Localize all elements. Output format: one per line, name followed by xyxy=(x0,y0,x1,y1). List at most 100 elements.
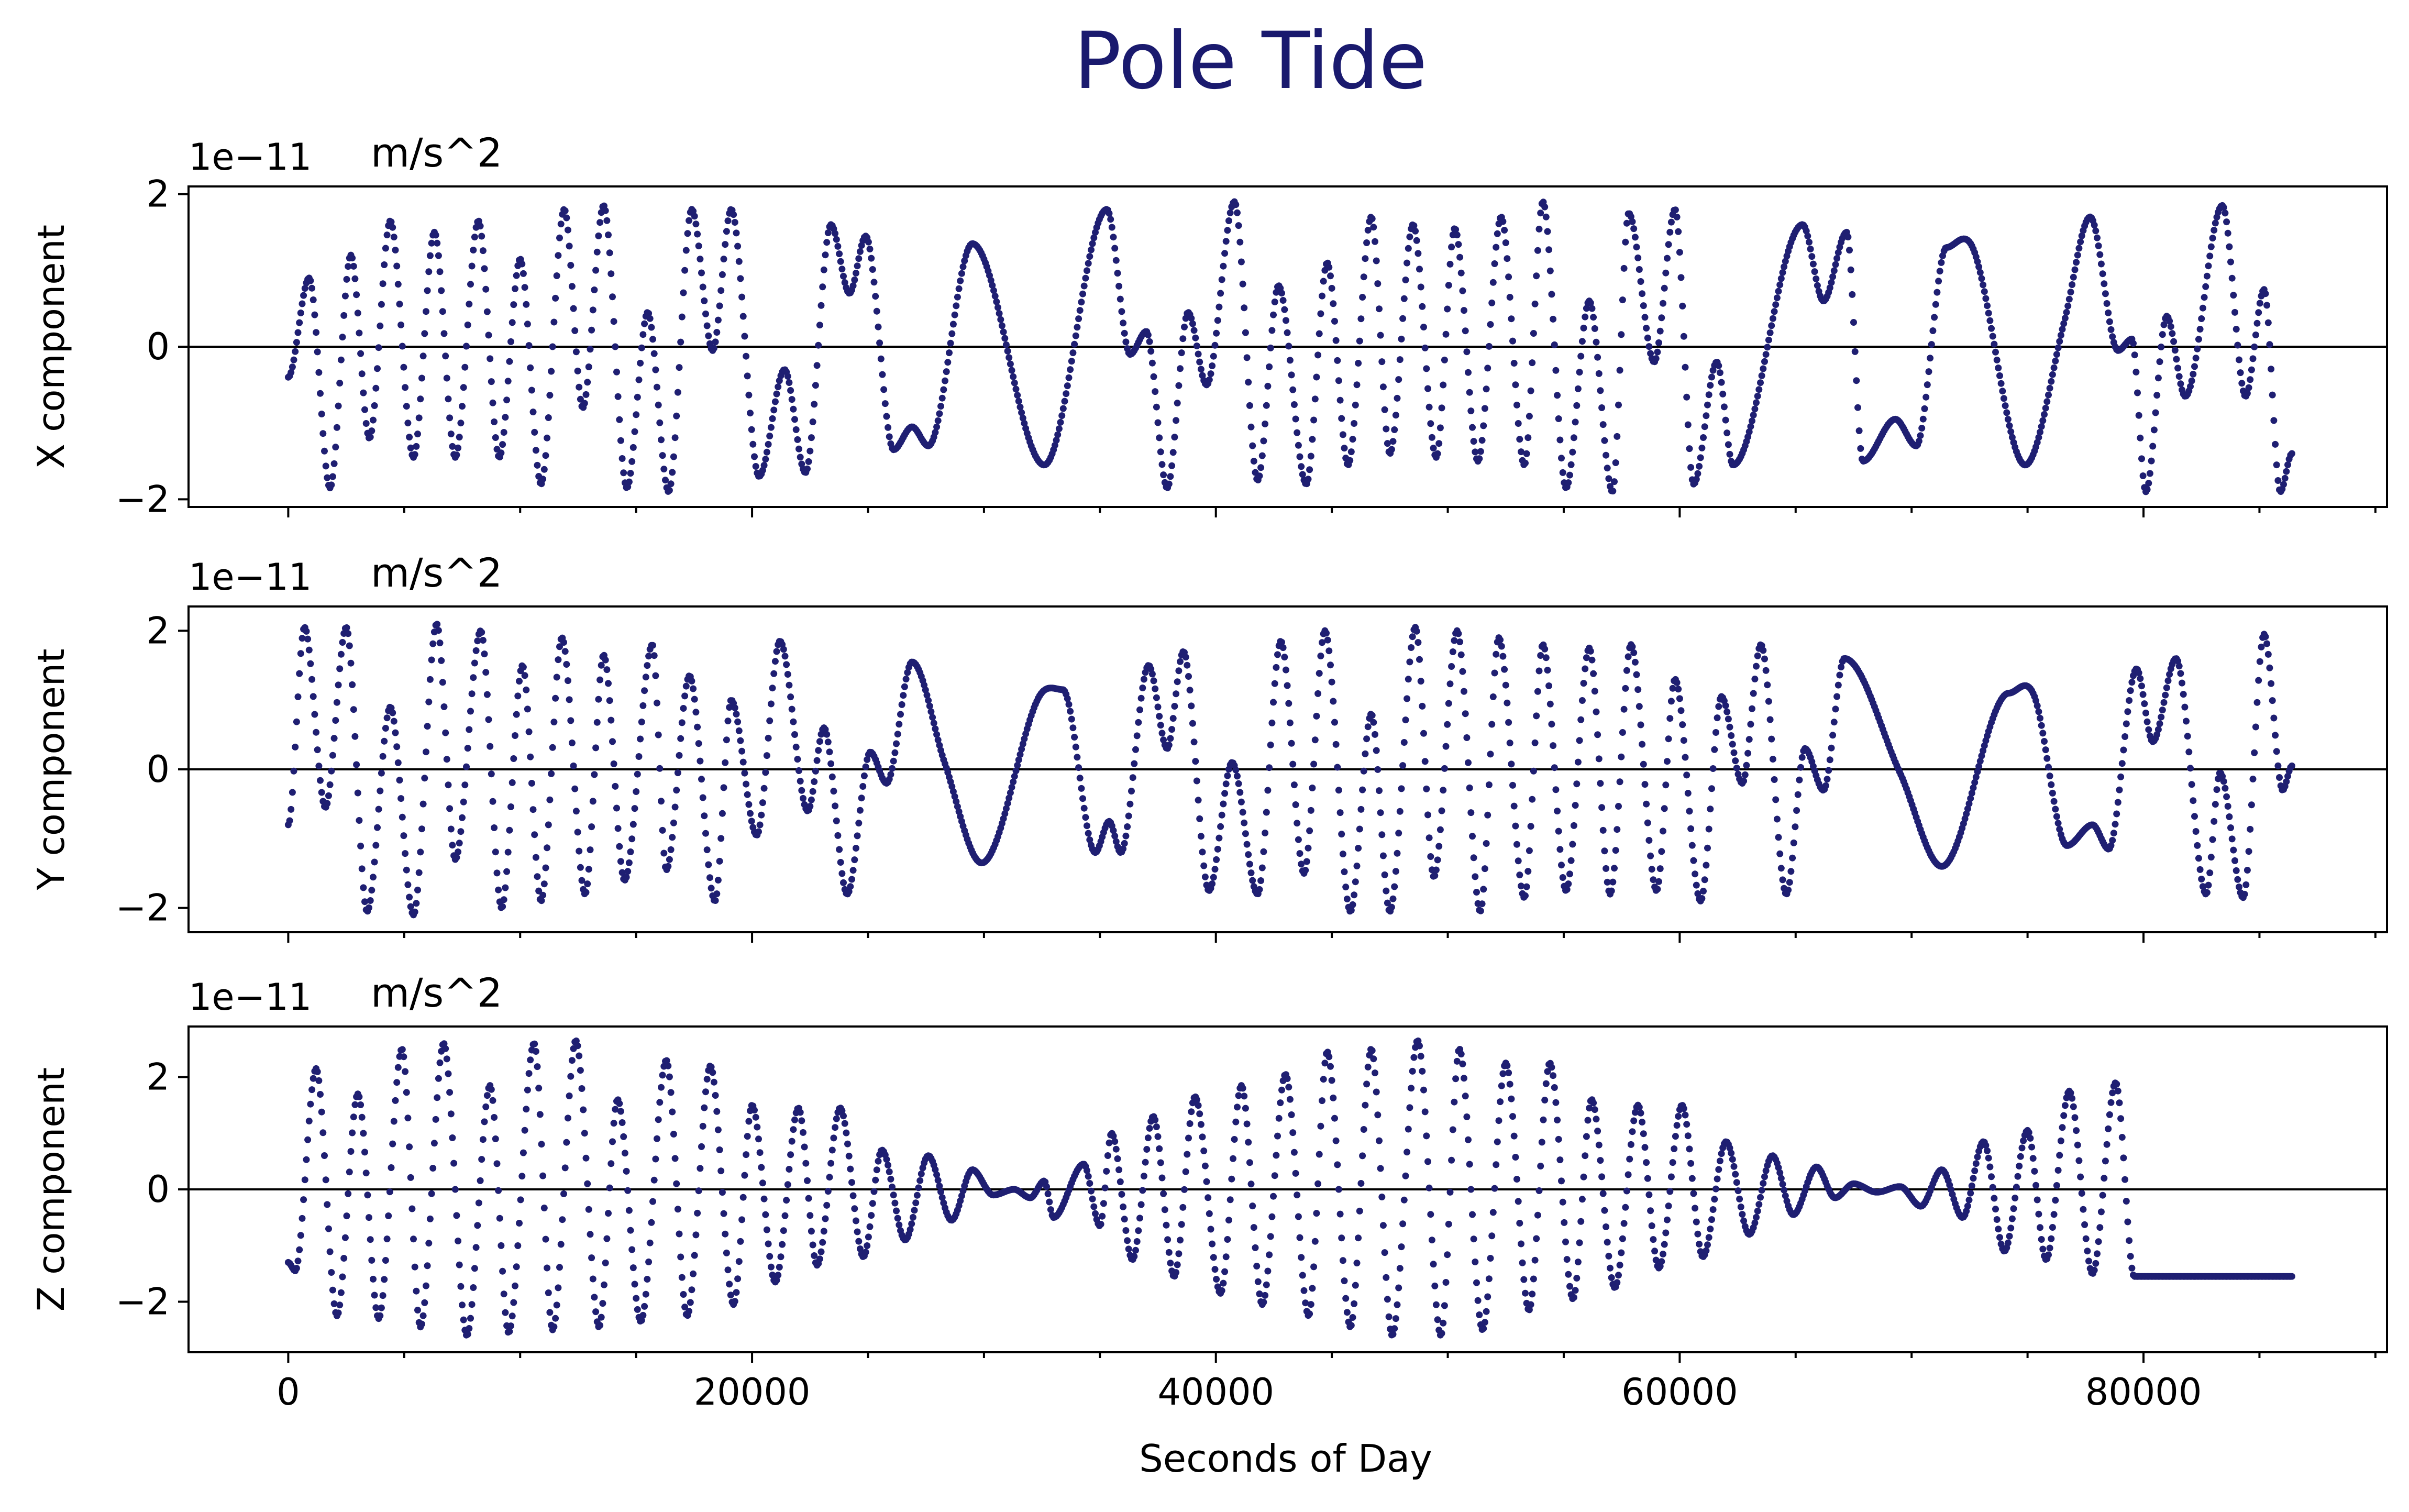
data-point xyxy=(743,780,750,788)
data-point xyxy=(1550,315,1557,323)
data-point xyxy=(1334,764,1341,771)
data-point xyxy=(296,319,303,326)
data-point xyxy=(1294,1191,1301,1199)
data-point xyxy=(870,279,878,286)
data-point xyxy=(1472,1259,1479,1265)
data-point xyxy=(424,287,431,294)
data-point xyxy=(886,1168,893,1175)
y-tick-label: 2 xyxy=(146,609,170,652)
data-point xyxy=(634,1306,641,1313)
data-point xyxy=(1405,676,1412,683)
data-point xyxy=(1394,1301,1401,1308)
data-point xyxy=(1540,1116,1547,1123)
data-point xyxy=(991,292,999,300)
data-point xyxy=(1775,1164,1782,1171)
data-point xyxy=(2247,376,2254,383)
data-point xyxy=(617,437,624,444)
data-point xyxy=(304,1136,312,1143)
data-point xyxy=(1341,1277,1348,1285)
data-point xyxy=(2012,1195,2019,1201)
data-point xyxy=(1832,705,1839,713)
data-point xyxy=(1715,362,1722,369)
data-point xyxy=(1016,751,1024,758)
data-point xyxy=(1548,291,1555,298)
data-point xyxy=(314,1068,321,1075)
data-point xyxy=(1168,462,1176,469)
data-point xyxy=(1777,865,1785,872)
data-point xyxy=(2163,684,2170,691)
data-point xyxy=(346,1168,353,1176)
data-point xyxy=(763,448,770,456)
data-point xyxy=(1131,760,1138,767)
data-point xyxy=(528,387,535,394)
data-point xyxy=(1593,338,1600,346)
data-point xyxy=(1330,1094,1337,1101)
data-point xyxy=(1611,865,1618,872)
data-point xyxy=(1278,1086,1285,1094)
data-point xyxy=(453,854,460,861)
data-point xyxy=(1146,338,1153,345)
data-point xyxy=(1558,455,1565,462)
data-point xyxy=(428,239,435,247)
data-point xyxy=(790,718,797,725)
data-point xyxy=(328,481,335,489)
y-tick-label: 0 xyxy=(146,325,170,368)
data-point xyxy=(833,1115,840,1122)
data-point xyxy=(1524,868,1532,875)
data-point xyxy=(780,1227,787,1234)
data-point xyxy=(2042,404,2049,412)
data-point xyxy=(1065,701,1073,708)
data-point xyxy=(536,1111,544,1118)
data-point xyxy=(1262,421,1269,427)
data-point xyxy=(2069,281,2076,288)
series-points xyxy=(284,621,2295,919)
data-point xyxy=(491,824,498,831)
data-point xyxy=(832,1124,839,1131)
data-point xyxy=(593,248,601,256)
data-point xyxy=(1352,878,1359,886)
data-point xyxy=(649,642,656,649)
data-point xyxy=(1174,1261,1181,1268)
data-point xyxy=(2195,336,2202,343)
data-point xyxy=(1235,222,1242,229)
data-point xyxy=(343,624,350,631)
data-point xyxy=(1360,273,1367,281)
data-point xyxy=(815,341,822,349)
data-point xyxy=(1658,1258,1665,1265)
data-point xyxy=(414,886,421,893)
data-point xyxy=(1491,260,1498,267)
data-point xyxy=(932,725,939,733)
data-point xyxy=(669,1108,676,1116)
data-point xyxy=(403,866,410,874)
data-point xyxy=(2251,343,2258,350)
data-point xyxy=(1636,266,1643,273)
data-point xyxy=(1147,348,1155,355)
data-point xyxy=(1694,470,1701,477)
data-point xyxy=(341,292,349,300)
data-point xyxy=(933,1171,941,1178)
data-point xyxy=(1751,405,1759,413)
data-point xyxy=(1245,379,1252,386)
data-point xyxy=(1442,330,1450,338)
data-point xyxy=(663,1057,670,1064)
data-point xyxy=(1343,896,1351,902)
data-point xyxy=(2262,290,2269,297)
data-point xyxy=(2268,366,2275,373)
data-point xyxy=(1139,685,1146,691)
data-point xyxy=(605,680,612,687)
data-point xyxy=(2138,682,2145,690)
data-point xyxy=(648,1219,655,1226)
data-point xyxy=(739,313,747,320)
data-point xyxy=(2205,262,2212,270)
data-point xyxy=(1709,765,1717,772)
data-point xyxy=(1972,1160,1980,1167)
data-point xyxy=(602,656,609,664)
data-point xyxy=(481,1118,488,1125)
data-point xyxy=(424,723,431,730)
data-point xyxy=(332,444,339,451)
data-point xyxy=(2078,232,2085,239)
data-point xyxy=(1829,732,1837,739)
data-point xyxy=(1855,427,1863,434)
data-point xyxy=(762,456,769,463)
data-point xyxy=(1591,325,1598,332)
